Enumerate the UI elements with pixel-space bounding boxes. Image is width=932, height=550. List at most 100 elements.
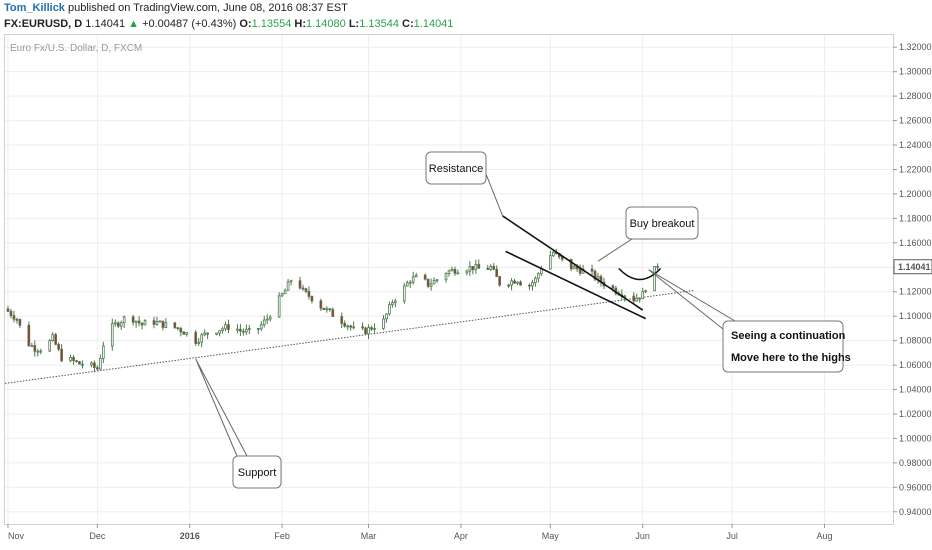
author-link[interactable]: Tom_Killick (4, 2, 65, 14)
candle-down (131, 316, 135, 323)
y-tick-label: 1.24000 (899, 140, 932, 150)
candle-up (90, 362, 93, 366)
callout-support[interactable]: Support (195, 358, 282, 489)
candle-up (164, 322, 168, 328)
candle-up (134, 320, 138, 323)
candle-down (638, 297, 642, 300)
grid (5, 35, 893, 524)
candle-up (402, 285, 406, 302)
candle-up (277, 295, 281, 318)
chart-header: Tom_Killick published on TradingView.com… (4, 0, 932, 34)
candle-up (286, 281, 290, 291)
candle-down (495, 268, 499, 277)
candle-up (110, 323, 114, 347)
candles (6, 248, 659, 373)
candle-up (185, 331, 189, 335)
candle-down (477, 264, 481, 269)
y-tick-label: 1.08000 (899, 336, 932, 346)
candle-down (152, 320, 156, 325)
candle-up (102, 345, 105, 359)
candle-down (471, 266, 475, 271)
x-tick-label: May (542, 531, 560, 541)
up-arrow-icon: ▲ (128, 18, 140, 30)
candle-up (218, 330, 221, 334)
candle-up (405, 282, 409, 287)
candle-up (444, 273, 448, 281)
y-tick-label: 0.96000 (899, 482, 932, 492)
candle-down (322, 307, 326, 311)
candle-down (656, 266, 659, 268)
candle-up (99, 358, 102, 370)
candle-up (203, 332, 206, 336)
candle-down (179, 328, 183, 333)
callout-resistance[interactable]: Resistance (425, 151, 504, 217)
candle-down (593, 270, 597, 280)
candle-up (551, 252, 555, 257)
y-tick-label: 1.02000 (899, 409, 932, 419)
candle-up (200, 334, 203, 343)
y-tick-label: 1.20000 (899, 189, 932, 199)
y-tick-label: 1.06000 (899, 360, 932, 370)
close-label: C: (402, 18, 414, 30)
candle-down (6, 308, 10, 312)
high-value: 1.14080 (306, 18, 346, 30)
x-tick-label: Nov (8, 531, 25, 541)
candle-up (596, 276, 600, 280)
callout-resistance-text: Resistance (429, 163, 483, 175)
candle-up (548, 255, 552, 270)
candle-down (161, 320, 165, 328)
candle-up (394, 300, 397, 304)
candle-down (426, 278, 430, 287)
candle-down (304, 288, 308, 292)
candle-down (9, 310, 13, 317)
candle-down (176, 327, 180, 330)
symbol-label: FX:EURUSD, D (4, 18, 83, 30)
candle-up (373, 328, 376, 330)
x-tick-label: Jun (635, 531, 650, 541)
candle-up (265, 318, 269, 321)
last-price-marker: 1.14041 (893, 259, 932, 275)
candle-down (578, 268, 582, 274)
callout-buy-breakout[interactable]: Buy breakout (597, 206, 699, 262)
candle-up (540, 268, 543, 275)
candle-up (197, 341, 201, 344)
last-price: 1.14041 (85, 18, 126, 30)
y-tick-label: 0.94000 (899, 507, 932, 517)
time-axis[interactable]: Nov Dec 2016 Feb Mar Apr May Jun Jul Aug (7, 524, 832, 541)
candle-down (93, 362, 96, 368)
candle-down (361, 326, 364, 329)
candle-up (388, 304, 391, 315)
candle-up (236, 328, 239, 331)
candle-down (242, 330, 245, 333)
candle-down (137, 320, 141, 324)
candle-up (245, 329, 248, 333)
y-tick-label: 1.18000 (899, 213, 932, 223)
candle-down (54, 334, 57, 345)
candle-up (122, 316, 126, 324)
candle-up (51, 334, 55, 341)
y-tick-label: 1.26000 (899, 116, 932, 126)
candle-down (18, 318, 22, 326)
candle-up (432, 279, 436, 285)
x-tick-label: Aug (816, 531, 832, 541)
candle-down (140, 322, 144, 326)
candle-down (75, 360, 78, 363)
callout-continuation[interactable]: Seeing a continuation Move here to the h… (648, 269, 851, 373)
candle-down (507, 284, 510, 287)
price-chart[interactable]: Euro Fx/U.S. Dollar, D, FXCM 1.32000 1.30… (0, 34, 932, 550)
candle-up (450, 268, 454, 272)
candle-down (298, 280, 302, 289)
candle-down (116, 322, 120, 327)
candle-up (414, 274, 418, 278)
candle-up (641, 291, 645, 299)
candle-down (60, 348, 63, 362)
candle-up (248, 328, 251, 330)
candle-up (391, 302, 394, 306)
candle-up (346, 325, 350, 328)
low-value: 1.13544 (359, 18, 399, 30)
candle-down (182, 331, 186, 335)
candle-down (528, 284, 531, 287)
candle-up (653, 266, 656, 292)
candle-down (72, 356, 75, 362)
candle-down (590, 268, 594, 272)
